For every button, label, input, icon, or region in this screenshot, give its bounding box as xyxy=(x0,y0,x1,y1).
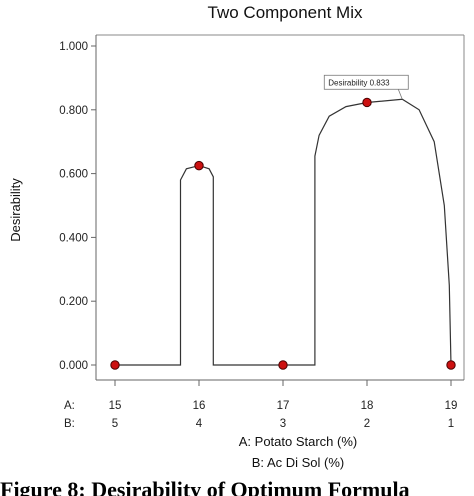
x-tick-label: 5 xyxy=(112,418,118,430)
x-row-prefix: B: xyxy=(64,418,75,430)
data-point xyxy=(110,360,120,370)
data-point xyxy=(446,360,456,370)
desirability-curve xyxy=(115,98,452,366)
data-points xyxy=(110,97,456,370)
x-axis-label-a: A: Potato Starch (%) xyxy=(239,434,358,449)
x-tick-label: 15 xyxy=(109,400,122,412)
data-point xyxy=(362,97,372,108)
x-tick-label: 16 xyxy=(193,400,206,412)
y-tick-label: 1.000 xyxy=(59,41,88,53)
x-axis-label-b: B: Ac Di Sol (%) xyxy=(252,455,344,470)
x-tick-label: 4 xyxy=(196,418,203,430)
x-tick-label: 18 xyxy=(361,400,374,412)
x-tick-label: 1 xyxy=(448,418,454,430)
x-ticks: A: 15 16 17 18 19 B: 5 4 3 2 1 xyxy=(64,380,457,430)
y-tick-label: 0.400 xyxy=(59,232,88,244)
y-ticks: 0.000 0.200 0.400 0.600 0.800 1.000 xyxy=(59,41,96,372)
figure-caption: Figure 8: Desirability of Optimum Formul… xyxy=(0,477,410,496)
x-tick-label: 19 xyxy=(445,400,458,412)
annotation-leader xyxy=(397,89,403,100)
y-axis-label: Desirability xyxy=(8,178,23,242)
desirability-annotation: Desirability 0.833 xyxy=(323,74,409,100)
y-tick-label: 0.200 xyxy=(59,296,88,308)
chart-title: Two Component Mix xyxy=(208,3,363,22)
annotation-text: Desirability 0.833 xyxy=(328,78,390,87)
x-tick-label: 17 xyxy=(277,400,290,412)
annotation-box xyxy=(323,74,409,90)
y-tick-label: 0.600 xyxy=(59,169,88,181)
data-point xyxy=(194,160,204,171)
x-row-prefix: A: xyxy=(64,400,75,412)
x-tick-label: 2 xyxy=(364,418,370,430)
x-tick-label: 3 xyxy=(280,418,286,430)
data-point xyxy=(278,360,288,370)
y-tick-label: 0.000 xyxy=(59,360,88,372)
y-tick-label: 0.800 xyxy=(59,105,88,117)
